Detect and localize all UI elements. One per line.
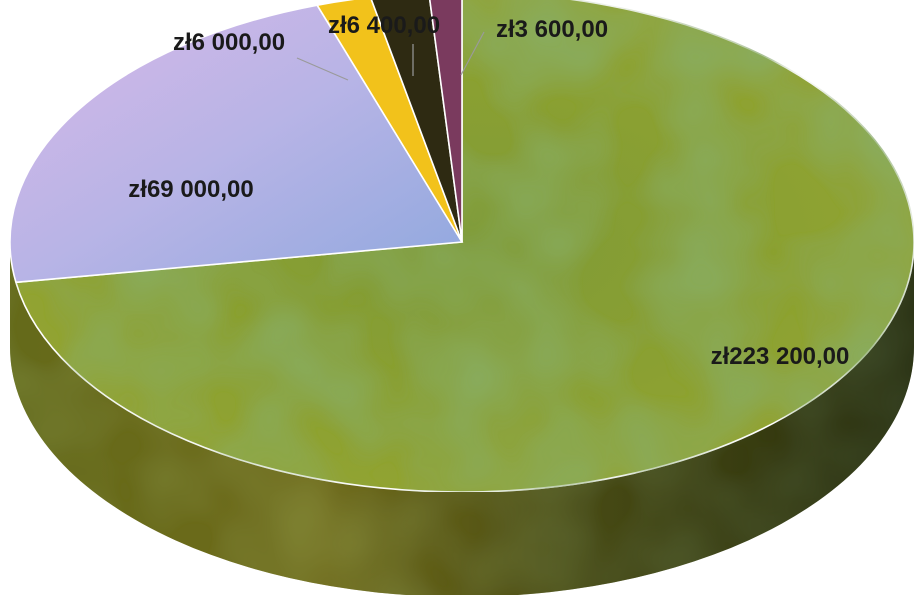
slice-label: zł3 600,00 <box>496 16 608 43</box>
pie-slice <box>315 0 463 243</box>
pie-top-face <box>9 0 914 493</box>
leader-line <box>460 31 485 76</box>
slice-labels: zł223 200,00 zł69 000,00 zł6 000,00 zł6 400… <box>128 12 849 370</box>
pie-side-wall <box>10 242 914 595</box>
pie-slice <box>370 0 463 243</box>
slice-label: zł223 200,00 <box>711 343 850 370</box>
leader-lines <box>296 31 485 81</box>
pie-slice <box>9 4 464 284</box>
slice-label: zł6 000,00 <box>173 29 285 56</box>
slice-label: zł69 000,00 <box>128 176 253 203</box>
leader-line <box>296 57 349 81</box>
slice-label: zł6 400,00 <box>328 12 440 39</box>
pie-slice <box>14 0 914 493</box>
pie-slice <box>429 0 463 243</box>
